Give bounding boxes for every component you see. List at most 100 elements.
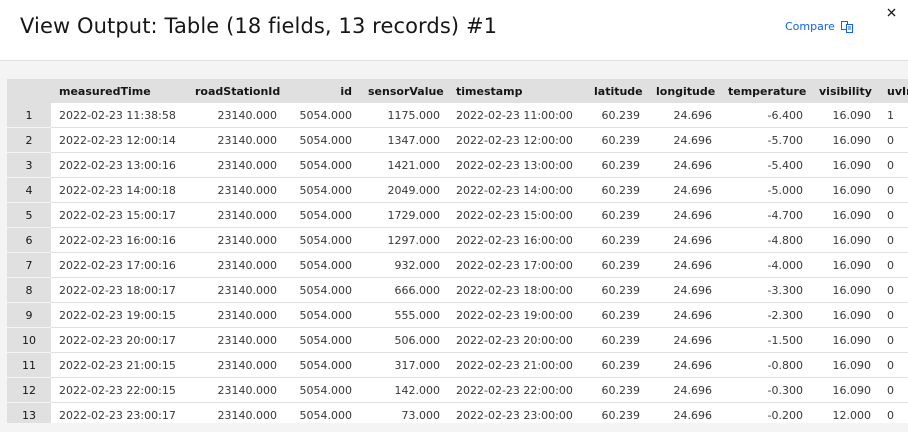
cell-longitude: 24.696 xyxy=(648,227,720,253)
column-header-latitude[interactable]: latitude xyxy=(586,79,648,103)
row-index: 2 xyxy=(7,127,51,153)
cell-measuredTime: 2022-02-23 20:00:17 xyxy=(51,327,187,353)
cell-longitude: 24.696 xyxy=(648,377,720,403)
cell-visibility: 16.090 xyxy=(811,152,879,178)
table-row[interactable]: 3 2022-02-23 13:00:16 23140.000 5054.000 142… xyxy=(7,152,908,178)
cell-measuredTime: 2022-02-23 22:00:15 xyxy=(51,377,187,403)
cell-visibility: 16.090 xyxy=(811,302,879,328)
column-header-temperature[interactable]: temperature xyxy=(720,79,811,103)
row-index-header xyxy=(7,79,51,103)
cell-roadStationId: 23140.000 xyxy=(187,152,285,178)
cell-latitude: 60.239 xyxy=(586,127,648,153)
cell-id: 5054.000 xyxy=(285,327,360,353)
cell-uvIndex: 0 xyxy=(879,227,908,253)
cell-longitude: 24.696 xyxy=(648,127,720,153)
cell-latitude: 60.239 xyxy=(586,277,648,303)
cell-temperature: -1.500 xyxy=(720,327,811,353)
cell-latitude: 60.239 xyxy=(586,252,648,278)
column-header-sensorValue[interactable]: sensorValue xyxy=(360,79,448,103)
cell-longitude: 24.696 xyxy=(648,177,720,203)
cell-visibility: 16.090 xyxy=(811,277,879,303)
cell-roadStationId: 23140.000 xyxy=(187,327,285,353)
compare-icon xyxy=(840,20,853,33)
cell-id: 5054.000 xyxy=(285,302,360,328)
cell-longitude: 24.696 xyxy=(648,277,720,303)
cell-timestamp: 2022-02-23 17:00:00 xyxy=(448,252,586,278)
row-index: 6 xyxy=(7,227,51,253)
row-index: 11 xyxy=(7,352,51,378)
cell-longitude: 24.696 xyxy=(673,408,713,422)
cell-sensorValue: 506.000 xyxy=(360,327,448,353)
cell-sensorValue: 555.000 xyxy=(360,302,448,328)
page-title: View Output: Table (18 fields, 13 record… xyxy=(20,14,498,38)
cell-latitude: 60.239 xyxy=(586,227,648,253)
cell-timestamp: 2022-02-23 12:00:00 xyxy=(448,127,586,153)
cell-longitude: 24.696 xyxy=(648,252,720,278)
column-header-uvIndex[interactable]: uvIndex xyxy=(879,79,908,103)
cell-roadStationId: 23140.000 xyxy=(217,408,278,422)
table-row[interactable]: 1 2022-02-23 11:38:58 23140.000 5054.000 117… xyxy=(7,103,908,128)
table-row[interactable]: 8 2022-02-23 18:00:17 23140.000 5054.000 666… xyxy=(7,277,908,303)
cell-id: 5054.000 xyxy=(285,127,360,153)
cell-measuredTime: 2022-02-23 17:00:16 xyxy=(51,252,187,278)
cell-longitude: 24.696 xyxy=(648,103,720,128)
cell-measuredTime: 2022-02-23 21:00:15 xyxy=(51,352,187,378)
cell-measuredTime: 2022-02-23 13:00:16 xyxy=(51,152,187,178)
cell-longitude: 24.696 xyxy=(648,202,720,228)
table-row[interactable]: 7 2022-02-23 17:00:16 23140.000 5054.000 932… xyxy=(7,252,908,278)
column-header-visibility[interactable]: visibility xyxy=(811,79,879,103)
table-row[interactable]: 12 2022-02-23 22:00:15 23140.000 5054.000 14… xyxy=(7,377,908,403)
cell-timestamp: 2022-02-23 21:00:00 xyxy=(448,352,586,378)
cell-timestamp: 2022-02-23 22:00:00 xyxy=(448,377,586,403)
cell-uvIndex: 0 xyxy=(879,327,908,353)
cell-longitude: 24.696 xyxy=(648,352,720,378)
cell-temperature: -5.700 xyxy=(720,127,811,153)
compare-button[interactable]: Compare xyxy=(785,20,853,33)
cell-temperature: -4.800 xyxy=(720,227,811,253)
cell-uvIndex: 0 xyxy=(879,202,908,228)
cell-latitude: 60.239 xyxy=(586,377,648,403)
table-row[interactable]: 6 2022-02-23 16:00:16 23140.000 5054.000 129… xyxy=(7,227,908,253)
table-row[interactable]: 2 2022-02-23 12:00:14 23140.000 5054.000 134… xyxy=(7,127,908,153)
column-header-id[interactable]: id xyxy=(285,79,360,103)
cell-timestamp: 2022-02-23 23:00:00 xyxy=(456,408,573,422)
cell-roadStationId: 23140.000 xyxy=(187,202,285,228)
cell-visibility: 16.090 xyxy=(811,377,879,403)
cell-longitude: 24.696 xyxy=(648,327,720,353)
row-index: 3 xyxy=(7,152,51,178)
table-row[interactable]: 11 2022-02-23 21:00:15 23140.000 5054.000 31… xyxy=(7,352,908,378)
column-header-timestamp[interactable]: timestamp xyxy=(448,79,586,103)
cell-id: 5054.000 xyxy=(285,177,360,203)
row-index: 1 xyxy=(7,103,51,128)
cell-measuredTime: 2022-02-23 14:00:18 xyxy=(51,177,187,203)
row-index: 10 xyxy=(7,327,51,353)
table-row[interactable]: 13 2022-02-23 23:00:17 23140.000 5054.000 73… xyxy=(7,402,908,423)
column-header-measuredTime[interactable]: measuredTime xyxy=(51,79,187,103)
output-table-container[interactable]: measuredTime roadStationId id sensorValu… xyxy=(7,79,908,423)
close-icon[interactable] xyxy=(885,6,899,20)
column-header-longitude[interactable]: longitude xyxy=(648,79,720,103)
cell-measuredTime: 2022-02-23 18:00:17 xyxy=(51,277,187,303)
row-index: 8 xyxy=(7,277,51,303)
cell-visibility: 16.090 xyxy=(811,177,879,203)
cell-temperature: -2.300 xyxy=(720,302,811,328)
cell-timestamp: 2022-02-23 13:00:00 xyxy=(448,152,586,178)
cell-measuredTime: 2022-02-23 15:00:17 xyxy=(51,202,187,228)
cell-roadStationId: 23140.000 xyxy=(187,103,285,128)
cell-sensorValue: 1729.000 xyxy=(360,202,448,228)
compare-label: Compare xyxy=(785,20,835,33)
cell-sensorValue: 1175.000 xyxy=(360,103,448,128)
row-index: 7 xyxy=(7,252,51,278)
table-row[interactable]: 10 2022-02-23 20:00:17 23140.000 5054.000 50… xyxy=(7,327,908,353)
cell-sensorValue: 1421.000 xyxy=(360,152,448,178)
table-row[interactable]: 9 2022-02-23 19:00:15 23140.000 5054.000 555… xyxy=(7,302,908,328)
table-row[interactable]: 4 2022-02-23 14:00:18 23140.000 5054.000 204… xyxy=(7,177,908,203)
table-header-row: measuredTime roadStationId id sensorValu… xyxy=(7,79,908,103)
cell-uvIndex: 0 xyxy=(879,277,908,303)
cell-sensorValue: 666.000 xyxy=(360,277,448,303)
column-header-roadStationId[interactable]: roadStationId xyxy=(187,79,285,103)
table-row[interactable]: 5 2022-02-23 15:00:17 23140.000 5054.000 172… xyxy=(7,202,908,228)
cell-latitude: 60.239 xyxy=(586,103,648,128)
cell-sensorValue: 1347.000 xyxy=(360,127,448,153)
cell-sensorValue: 73.000 xyxy=(401,408,441,422)
